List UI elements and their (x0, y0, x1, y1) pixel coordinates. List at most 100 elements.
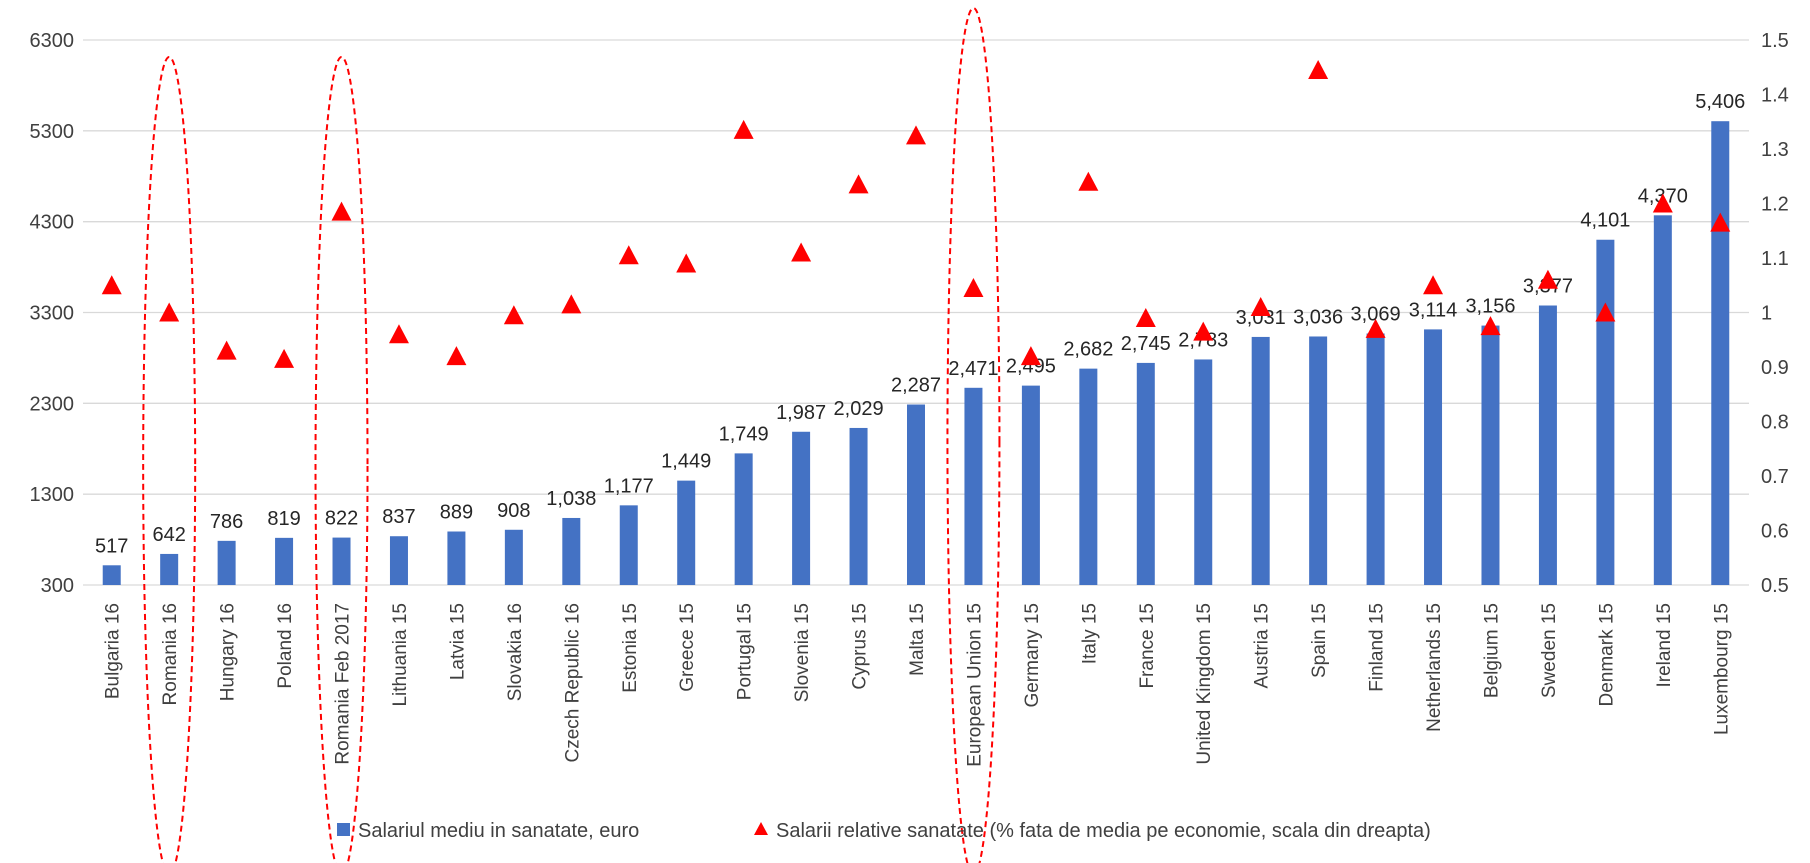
left-axis-tick-label: 4300 (30, 212, 75, 234)
left-axis-tick-label: 6300 (30, 30, 75, 52)
bar (1021, 385, 1040, 585)
bar-data-label: 819 (267, 508, 300, 530)
bar-data-label: 2,287 (891, 375, 941, 397)
right-axis-tick-label: 0.6 (1761, 521, 1789, 543)
bar-data-label: 3,031 (1236, 307, 1286, 329)
triangle-marker (618, 245, 639, 265)
category-label: Finland 15 (1367, 603, 1388, 692)
bar (102, 565, 121, 585)
category-label: Latvia 15 (447, 603, 468, 680)
highlight-ellipse (946, 7, 1001, 863)
triangle-marker (1308, 59, 1329, 79)
bar (217, 540, 236, 585)
bar-data-label: 642 (152, 524, 185, 546)
bar-data-label: 1,449 (661, 451, 711, 473)
category-label: France 15 (1137, 603, 1158, 689)
category-label: Sweden 15 (1539, 603, 1560, 698)
legend-bar-swatch (337, 823, 350, 836)
triangle-marker (963, 277, 984, 297)
right-axis: 1.5 1.4 1.3 1.2 1.1 1 0.9 0.8 0.7 0.6 0.5 (1761, 30, 1789, 597)
left-axis-tick-label: 3300 (30, 303, 75, 325)
bar (1194, 359, 1213, 585)
bar (1136, 362, 1155, 585)
triangle-marker (1537, 269, 1558, 289)
bar (792, 431, 811, 585)
bar-data-label: 2,745 (1121, 333, 1171, 355)
triangle-marker (446, 346, 467, 366)
bar-data-label: 2,029 (834, 398, 884, 420)
bar (275, 537, 294, 585)
category-label: Estonia 15 (620, 603, 641, 693)
bar (1596, 239, 1615, 585)
bar (1309, 336, 1328, 585)
bar (1251, 336, 1270, 585)
bar (389, 536, 408, 585)
bar-data-label: 889 (440, 501, 473, 523)
bar-series (102, 121, 1730, 585)
bar (1481, 325, 1500, 585)
category-label: Germany 15 (1022, 603, 1043, 708)
triangle-marker (1423, 275, 1444, 295)
category-label: Romania 16 (160, 603, 181, 705)
triangle-marker (733, 119, 754, 139)
triangle-marker (676, 253, 697, 273)
triangle-marker (1710, 212, 1731, 232)
triangle-marker (561, 294, 582, 314)
right-axis-tick-label: 0.7 (1761, 466, 1789, 488)
category-label: Malta 15 (907, 603, 928, 676)
left-axis-tick-label: 2300 (30, 393, 75, 415)
triangle-marker (1595, 302, 1616, 322)
right-axis-tick-label: 0.8 (1761, 412, 1789, 434)
category-label: Slovenia 15 (792, 603, 813, 702)
triangle-marker (159, 302, 180, 322)
bar-data-label: 2,495 (1006, 356, 1056, 378)
category-label: United Kingdom 15 (1194, 603, 1215, 765)
triangle-marker (1480, 316, 1501, 336)
triangle-marker (1193, 321, 1214, 341)
bar-data-label: 786 (210, 511, 243, 533)
bar (1424, 329, 1443, 585)
triangle-marker (1078, 171, 1099, 191)
bar-data-label: 1,987 (776, 402, 826, 424)
bar (677, 480, 696, 585)
bar (907, 404, 925, 585)
triangle-marker (791, 242, 812, 262)
category-label: Ireland 15 (1654, 603, 1675, 688)
category-label: Cyprus 15 (850, 603, 871, 690)
triangle-marker (503, 305, 524, 325)
bar-data-label: 1,749 (719, 423, 769, 445)
right-axis-tick-label: 0.9 (1761, 357, 1789, 379)
bar (1653, 215, 1672, 585)
left-axis-tick-label: 1300 (30, 484, 75, 506)
left-axis-tick-label: 300 (41, 575, 74, 597)
category-label: Spain 15 (1309, 603, 1330, 678)
bar-data-label: 2,471 (948, 358, 998, 380)
category-label: Netherlands 15 (1424, 603, 1445, 732)
legend-triangle-label: Salarii relative sanatate (% fata de med… (776, 820, 1431, 842)
highlight-ellipses (142, 7, 1001, 863)
triangle-marker (848, 174, 869, 194)
triangle-marker (216, 340, 237, 360)
category-label: Denmark 15 (1596, 603, 1617, 707)
bar-data-label: 3,114 (1409, 299, 1458, 321)
bar (619, 505, 638, 585)
bar-data-label: 2,682 (1063, 339, 1113, 361)
category-label: Luxembourg 15 (1711, 603, 1732, 735)
bar (1366, 333, 1385, 585)
triangle-series (101, 59, 1731, 368)
bar-data-label: 837 (382, 506, 415, 528)
bar (1538, 305, 1557, 585)
category-axis: Bulgaria 16 Romania 16 Hungary 16 Poland 16… (103, 603, 1733, 767)
bar-data-label: 3,069 (1351, 303, 1401, 325)
category-label: Greece 15 (677, 603, 698, 692)
category-label: Lithuania 15 (390, 603, 411, 707)
category-label: Portugal 15 (735, 603, 756, 700)
bar (964, 387, 983, 585)
right-axis-tick-label: 1.3 (1761, 139, 1789, 161)
legend-triangle-marker (754, 822, 768, 835)
highlight-ellipse (314, 56, 369, 863)
bar-data-label: 4,101 (1580, 210, 1630, 232)
category-label: Hungary 16 (218, 603, 239, 701)
